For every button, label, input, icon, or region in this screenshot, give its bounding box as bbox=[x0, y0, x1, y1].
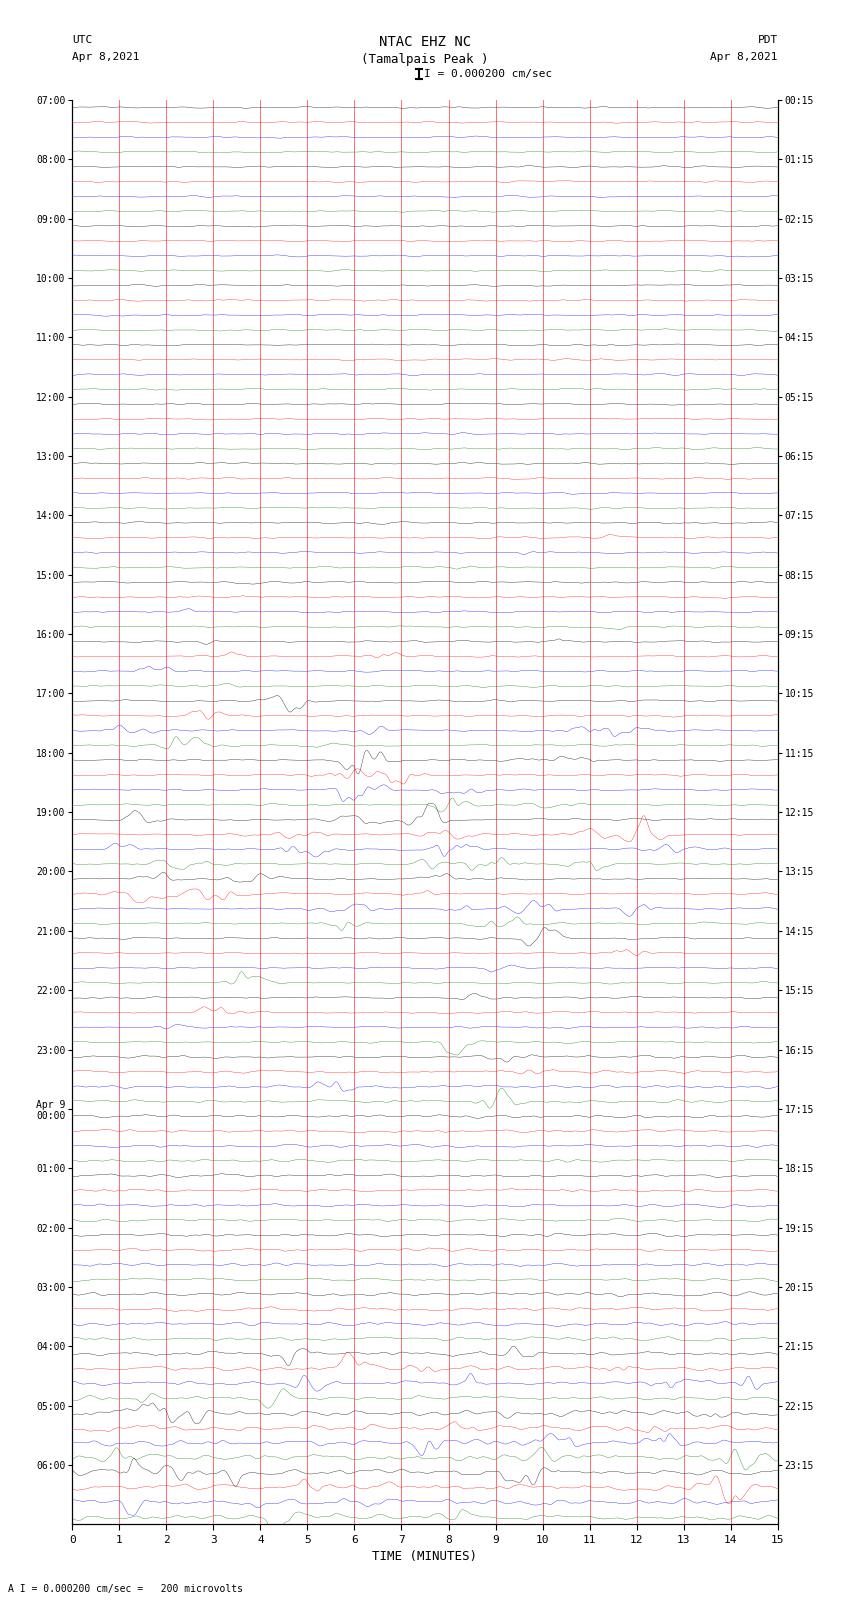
Text: (Tamalpais Peak ): (Tamalpais Peak ) bbox=[361, 53, 489, 66]
Text: Apr 8,2021: Apr 8,2021 bbox=[711, 52, 778, 61]
Text: UTC: UTC bbox=[72, 35, 93, 45]
Text: NTAC EHZ NC: NTAC EHZ NC bbox=[379, 35, 471, 50]
Text: PDT: PDT bbox=[757, 35, 778, 45]
Text: Apr 8,2021: Apr 8,2021 bbox=[72, 52, 139, 61]
Text: A I = 0.000200 cm/sec =   200 microvolts: A I = 0.000200 cm/sec = 200 microvolts bbox=[8, 1584, 243, 1594]
Text: I = 0.000200 cm/sec: I = 0.000200 cm/sec bbox=[424, 69, 552, 79]
X-axis label: TIME (MINUTES): TIME (MINUTES) bbox=[372, 1550, 478, 1563]
